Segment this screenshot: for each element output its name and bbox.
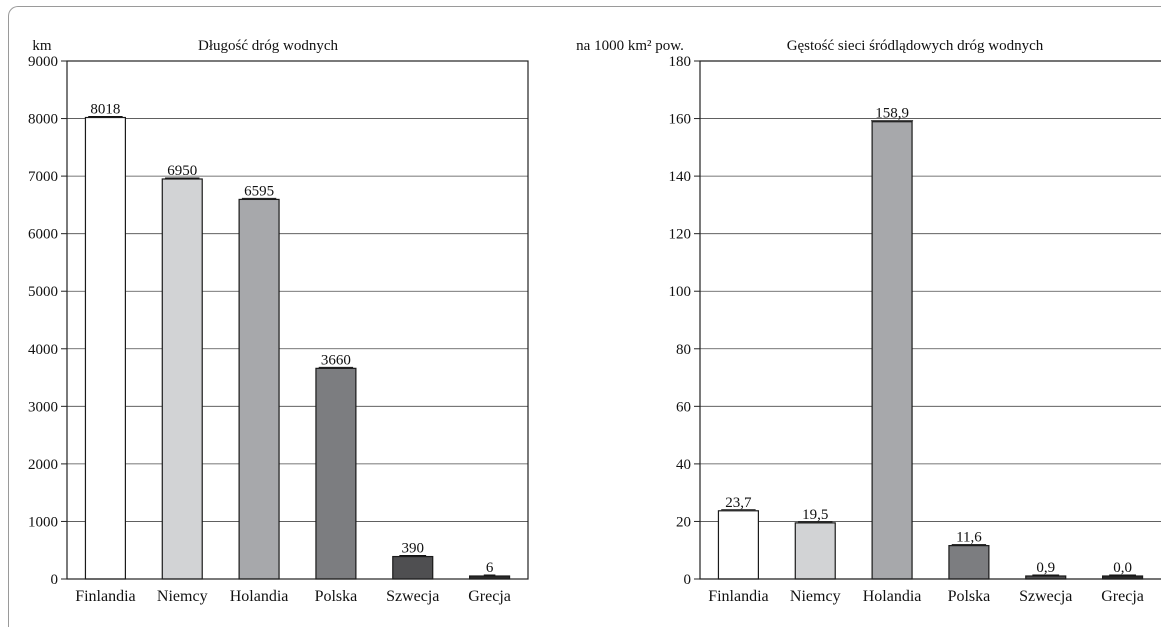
left-ytick-label: 0 xyxy=(51,572,59,588)
left-category-label: Finlandia xyxy=(75,588,135,605)
left-bar-polska xyxy=(315,367,357,580)
left-chart-title: Długość dróg wodnych xyxy=(198,38,338,54)
left-value-label: 6950 xyxy=(167,163,197,179)
figure-frame xyxy=(8,6,1161,627)
right-value-label: 0,9 xyxy=(1036,560,1055,576)
left-ytick-label: 2000 xyxy=(28,457,58,473)
left-ytick-label: 6000 xyxy=(28,227,58,243)
right-ytick-label: 40 xyxy=(676,457,691,473)
left-category-label: Grecja xyxy=(468,588,511,605)
right-category-label: Niemcy xyxy=(790,588,841,605)
right-value-label: 19,5 xyxy=(802,507,828,523)
right-ylabel: na 1000 km² pow. xyxy=(576,38,684,54)
left-value-label: 390 xyxy=(402,541,425,557)
right-category-label: Polska xyxy=(948,588,991,605)
left-category-label: Polska xyxy=(315,588,358,605)
left-bar-niemcy xyxy=(161,178,203,580)
left-value-label: 6595 xyxy=(244,183,274,199)
left-bar-szwecja xyxy=(392,555,434,580)
left-bar-holandia xyxy=(238,198,280,580)
right-bar-niemcy xyxy=(794,522,836,580)
left-value-label: 3660 xyxy=(321,352,351,368)
left-ytick-label: 1000 xyxy=(28,514,58,530)
right-value-label: 11,6 xyxy=(956,530,982,546)
right-category-label: Holandia xyxy=(863,588,922,605)
right-value-label: 0,0 xyxy=(1113,560,1132,576)
left-value-label: 6 xyxy=(486,560,494,576)
left-plot-area xyxy=(66,60,529,580)
right-ytick-label: 80 xyxy=(676,342,691,358)
left-category-label: Holandia xyxy=(230,588,289,605)
right-plot-area xyxy=(699,60,1161,580)
right-bar-holandia xyxy=(871,121,913,580)
right-value-label: 158,9 xyxy=(875,106,909,122)
chart-right: na 1000 km² pow. Gęstość sieci śródlądow… xyxy=(576,38,1161,605)
left-category-label: Niemcy xyxy=(157,588,208,605)
right-ytick-label: 0 xyxy=(684,572,692,588)
left-value-label: 8018 xyxy=(90,102,120,118)
left-ytick-label: 9000 xyxy=(28,54,58,70)
right-ytick-label: 180 xyxy=(669,54,692,70)
right-bar-polska xyxy=(948,545,990,580)
right-ytick-label: 140 xyxy=(669,169,692,185)
right-bar-finlandia xyxy=(717,510,759,580)
right-ytick-label: 160 xyxy=(669,112,692,128)
left-ytick-label: 3000 xyxy=(28,399,58,415)
left-ytick-label: 7000 xyxy=(28,169,58,185)
left-ylabel: km xyxy=(32,38,52,54)
left-ytick-label: 8000 xyxy=(28,112,58,128)
left-category-label: Szwecja xyxy=(386,588,439,605)
right-value-label: 23,7 xyxy=(725,495,752,511)
left-bar-finlandia xyxy=(84,116,126,580)
left-ytick-label: 5000 xyxy=(28,284,58,300)
right-category-label: Szwecja xyxy=(1019,588,1072,605)
right-category-label: Finlandia xyxy=(708,588,768,605)
right-ytick-label: 100 xyxy=(669,284,692,300)
right-chart-title: Gęstość sieci śródlądowych dróg wodnych xyxy=(787,38,1044,54)
right-ytick-label: 120 xyxy=(669,227,692,243)
chart-left: km Długość dróg wodnych 0 1000 2000 3000 400… xyxy=(28,38,529,605)
right-ytick-label: 20 xyxy=(676,514,691,530)
right-category-label: Grecja xyxy=(1101,588,1144,605)
right-ytick-label: 60 xyxy=(676,399,691,415)
left-ytick-label: 4000 xyxy=(28,342,58,358)
